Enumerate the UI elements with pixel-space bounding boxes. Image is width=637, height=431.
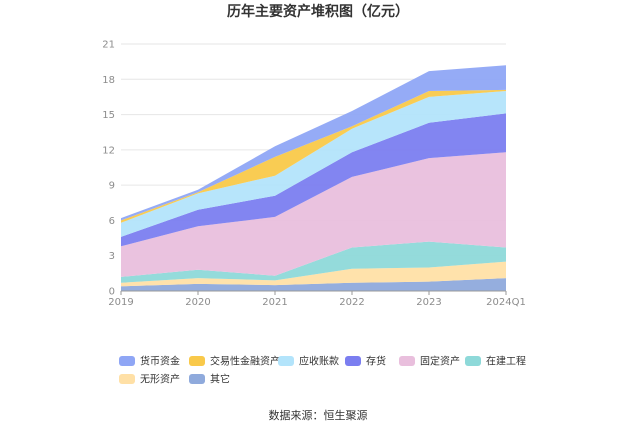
legend-item[interactable]: 无形资产 xyxy=(119,373,180,386)
legend-label: 交易性金融资产 xyxy=(210,355,280,368)
area-series-group xyxy=(121,65,506,291)
legend-swatch xyxy=(465,356,481,366)
area-series xyxy=(121,152,506,277)
y-tick-label: 3 xyxy=(109,251,115,262)
legend-swatch xyxy=(345,356,361,366)
legend-item[interactable]: 其它 xyxy=(189,373,230,386)
x-tick-label: 2021 xyxy=(262,297,287,308)
y-tick-label: 6 xyxy=(109,216,115,227)
legend-item[interactable]: 固定资产 xyxy=(399,355,460,368)
y-tick-label: 0 xyxy=(109,287,115,298)
chart-title: 历年主要资产堆积图（亿元） xyxy=(227,3,409,20)
y-tick-label: 15 xyxy=(102,110,115,121)
legend-label: 其它 xyxy=(210,373,230,386)
axes: 0 3 6 9 12 15 18 21 2019 2020 2021 2022 2023 2024Q1 xyxy=(102,40,526,309)
area-series xyxy=(121,113,506,247)
y-tick-label: 18 xyxy=(102,75,115,86)
legend-label: 货币资金 xyxy=(140,355,180,368)
x-tick-label: 2020 xyxy=(185,297,210,308)
area-series xyxy=(121,65,506,221)
legend-label: 无形资产 xyxy=(140,373,180,386)
legend-swatch xyxy=(189,356,205,366)
legend-label: 存货 xyxy=(366,355,386,368)
legend-label: 固定资产 xyxy=(420,355,460,368)
x-tick-label: 2022 xyxy=(339,297,364,308)
x-tick-label: 2019 xyxy=(108,297,133,308)
legend-swatch xyxy=(119,356,135,366)
y-tick-label: 12 xyxy=(102,145,115,156)
area-series xyxy=(121,241,506,283)
legend-item[interactable]: 应收账款 xyxy=(278,355,339,368)
area-series xyxy=(121,261,506,287)
x-tick-label: 2023 xyxy=(416,297,441,308)
data-source-note: 数据来源：恒生聚源 xyxy=(269,408,368,422)
legend-label: 在建工程 xyxy=(486,355,526,368)
legend-item[interactable]: 货币资金 xyxy=(119,355,180,368)
area-series xyxy=(121,91,506,237)
legend-swatch xyxy=(189,374,205,384)
legend-swatch xyxy=(119,374,135,384)
legend-item[interactable]: 交易性金融资产 xyxy=(189,355,280,368)
legend-swatch xyxy=(278,356,294,366)
area-series xyxy=(121,278,506,291)
x-tick-label: 2024Q1 xyxy=(486,297,526,308)
y-tick-label: 21 xyxy=(102,40,115,51)
legend-swatch xyxy=(399,356,415,366)
legend-label: 应收账款 xyxy=(299,355,339,368)
y-tick-label: 9 xyxy=(109,181,115,192)
legend-item[interactable]: 存货 xyxy=(345,355,386,368)
legend-item[interactable]: 在建工程 xyxy=(465,355,526,368)
